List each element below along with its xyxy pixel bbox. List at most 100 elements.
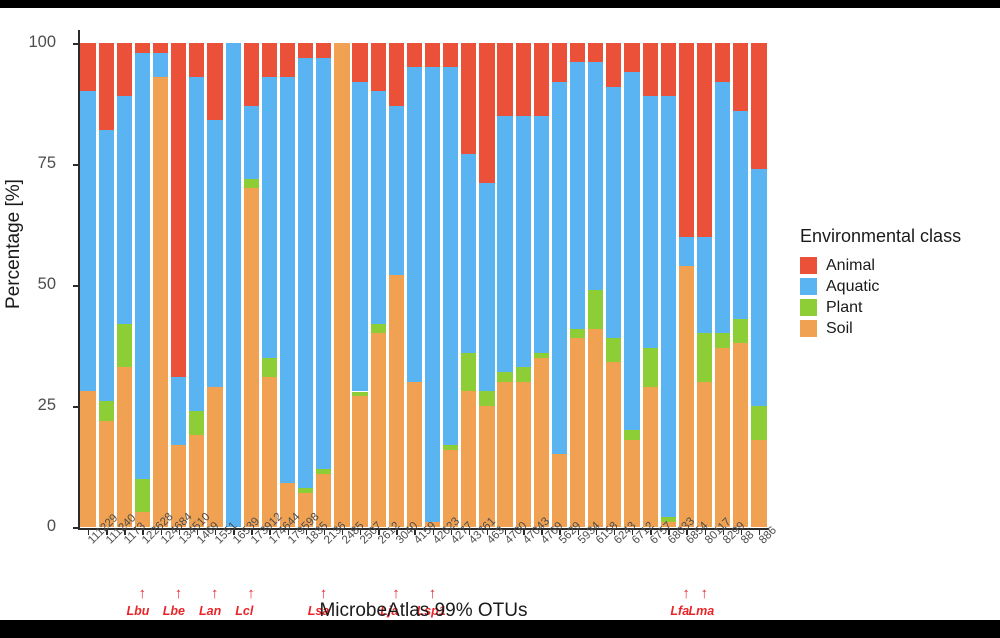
bar-segment-aquatic bbox=[533, 115, 549, 353]
bar-segment-animal bbox=[152, 43, 169, 53]
annotation-arrow-icon: ↑ bbox=[428, 585, 437, 602]
bar-segment-aquatic bbox=[116, 96, 132, 324]
bar-segment-animal bbox=[515, 43, 531, 116]
bar-segment-plant bbox=[261, 357, 277, 377]
annotation-label-lma: Lma bbox=[688, 604, 715, 618]
stacked-bar bbox=[715, 43, 731, 527]
bar-segment-aquatic bbox=[388, 105, 404, 276]
stacked-bar bbox=[261, 43, 277, 527]
bar-segment-plant bbox=[479, 391, 495, 406]
bar-segment-plant bbox=[660, 517, 676, 523]
stacked-bar bbox=[207, 43, 223, 527]
stacked-bar bbox=[696, 43, 713, 527]
bar-segment-animal bbox=[243, 43, 259, 106]
y-axis-tick-labels: 0 25 50 75 100 bbox=[0, 8, 78, 568]
y-axis-tick-label: 0 bbox=[46, 517, 56, 535]
bar-segment-soil bbox=[370, 333, 386, 527]
bar-segment-soil bbox=[80, 391, 96, 527]
legend-item-animal: Animal bbox=[800, 255, 990, 276]
bar-segment-animal bbox=[98, 43, 114, 131]
bar-segment-animal bbox=[171, 43, 187, 377]
annotation-arrow-icon: ↑ bbox=[319, 585, 328, 602]
x-axis-tick bbox=[541, 529, 543, 535]
bar-segment-aquatic bbox=[606, 86, 622, 339]
bar-segment-animal bbox=[461, 43, 477, 155]
x-axis-tick bbox=[595, 529, 598, 535]
annotation-label-lbu: Lbu bbox=[126, 604, 150, 618]
bar-segment-plant bbox=[515, 367, 531, 382]
annotation-label-lbe: Lbe bbox=[162, 604, 185, 618]
legend-item-plant: Plant bbox=[800, 297, 990, 318]
bar-segment-soil bbox=[479, 406, 495, 527]
bar-segment-animal bbox=[134, 43, 151, 53]
bar-segment-aquatic bbox=[660, 96, 676, 518]
legend-swatch-aquatic bbox=[800, 278, 817, 295]
bar-segment-plant bbox=[624, 430, 640, 440]
bar-segment-aquatic bbox=[243, 105, 259, 179]
bar-segment-aquatic bbox=[696, 236, 713, 334]
x-axis-tick bbox=[577, 529, 579, 535]
x-axis-tick bbox=[214, 529, 217, 535]
bar-segment-soil bbox=[189, 435, 205, 527]
bar-segment-soil bbox=[207, 386, 223, 527]
bar-segment-soil bbox=[443, 449, 459, 527]
annotation-arrow-icon: ↑ bbox=[682, 585, 690, 602]
x-axis-tick bbox=[722, 529, 725, 535]
legend-title: Environmental class bbox=[800, 226, 962, 246]
legend-items: Animal Aquatic Plant Soil bbox=[800, 255, 990, 339]
bar-segment-soil bbox=[316, 473, 332, 527]
stacked-bar bbox=[678, 43, 694, 527]
bar-segment-soil bbox=[678, 265, 694, 527]
stacked-bar bbox=[98, 43, 114, 527]
x-axis-tick bbox=[450, 529, 453, 535]
bar-segment-plant bbox=[588, 289, 604, 329]
bar-segment-plant bbox=[715, 333, 731, 348]
bar-segment-animal bbox=[352, 43, 368, 82]
bar-segment-animal bbox=[207, 43, 223, 121]
bar-segment-plant bbox=[189, 410, 205, 436]
legend-item-aquatic: Aquatic bbox=[800, 276, 990, 297]
bar-segment-soil bbox=[551, 454, 568, 527]
bar-segment-plant bbox=[533, 352, 549, 358]
annotation-arrow-icon: ↑ bbox=[138, 585, 146, 602]
y-axis-tick-label: 100 bbox=[28, 33, 56, 51]
bar-segment-aquatic bbox=[80, 91, 96, 392]
bar-segment-animal bbox=[570, 43, 586, 63]
bar-segment-animal bbox=[479, 43, 495, 184]
y-axis-tick-label: 75 bbox=[37, 154, 56, 172]
bar-segment-plant bbox=[316, 468, 332, 474]
stacked-bar bbox=[588, 43, 604, 527]
bar-segment-aquatic bbox=[189, 76, 205, 411]
bar-segment-aquatic bbox=[134, 52, 151, 479]
bar-segment-aquatic bbox=[424, 67, 441, 523]
y-axis-tick-label: 25 bbox=[37, 396, 56, 414]
bar-segment-aquatic bbox=[316, 57, 332, 469]
bar-segment-animal bbox=[624, 43, 640, 73]
stacked-bar bbox=[733, 43, 749, 527]
stacked-bar bbox=[370, 43, 386, 527]
annotation-label-lja: Lja bbox=[380, 604, 399, 618]
bar-segment-animal bbox=[261, 43, 277, 77]
y-axis-tick bbox=[73, 43, 78, 45]
annotation-arrow-icon: ↑ bbox=[700, 585, 709, 602]
bar-segment-animal bbox=[551, 43, 568, 82]
stacked-bars bbox=[79, 43, 768, 527]
bar-segment-aquatic bbox=[461, 154, 477, 353]
bar-segment-soil bbox=[733, 343, 749, 527]
legend: Environmental class Animal Aquatic Plant So… bbox=[800, 226, 990, 339]
x-axis-tick bbox=[142, 529, 144, 535]
legend-label: Animal bbox=[826, 256, 875, 274]
bar-segment-soil bbox=[588, 328, 604, 527]
x-axis-tick bbox=[396, 529, 398, 535]
bar-segment-animal bbox=[497, 43, 513, 116]
bar-segment-animal bbox=[279, 43, 296, 77]
stacked-bar bbox=[642, 43, 658, 527]
bar-segment-soil bbox=[152, 76, 169, 527]
bar-segment-soil bbox=[388, 275, 404, 527]
stacked-bar bbox=[570, 43, 586, 527]
stacked-bar bbox=[479, 43, 495, 527]
annotation-label-lsp1: Lsp1 bbox=[416, 604, 446, 618]
bar-segment-soil bbox=[134, 512, 151, 527]
bar-segment-aquatic bbox=[152, 52, 169, 77]
bar-segment-animal bbox=[751, 43, 767, 169]
